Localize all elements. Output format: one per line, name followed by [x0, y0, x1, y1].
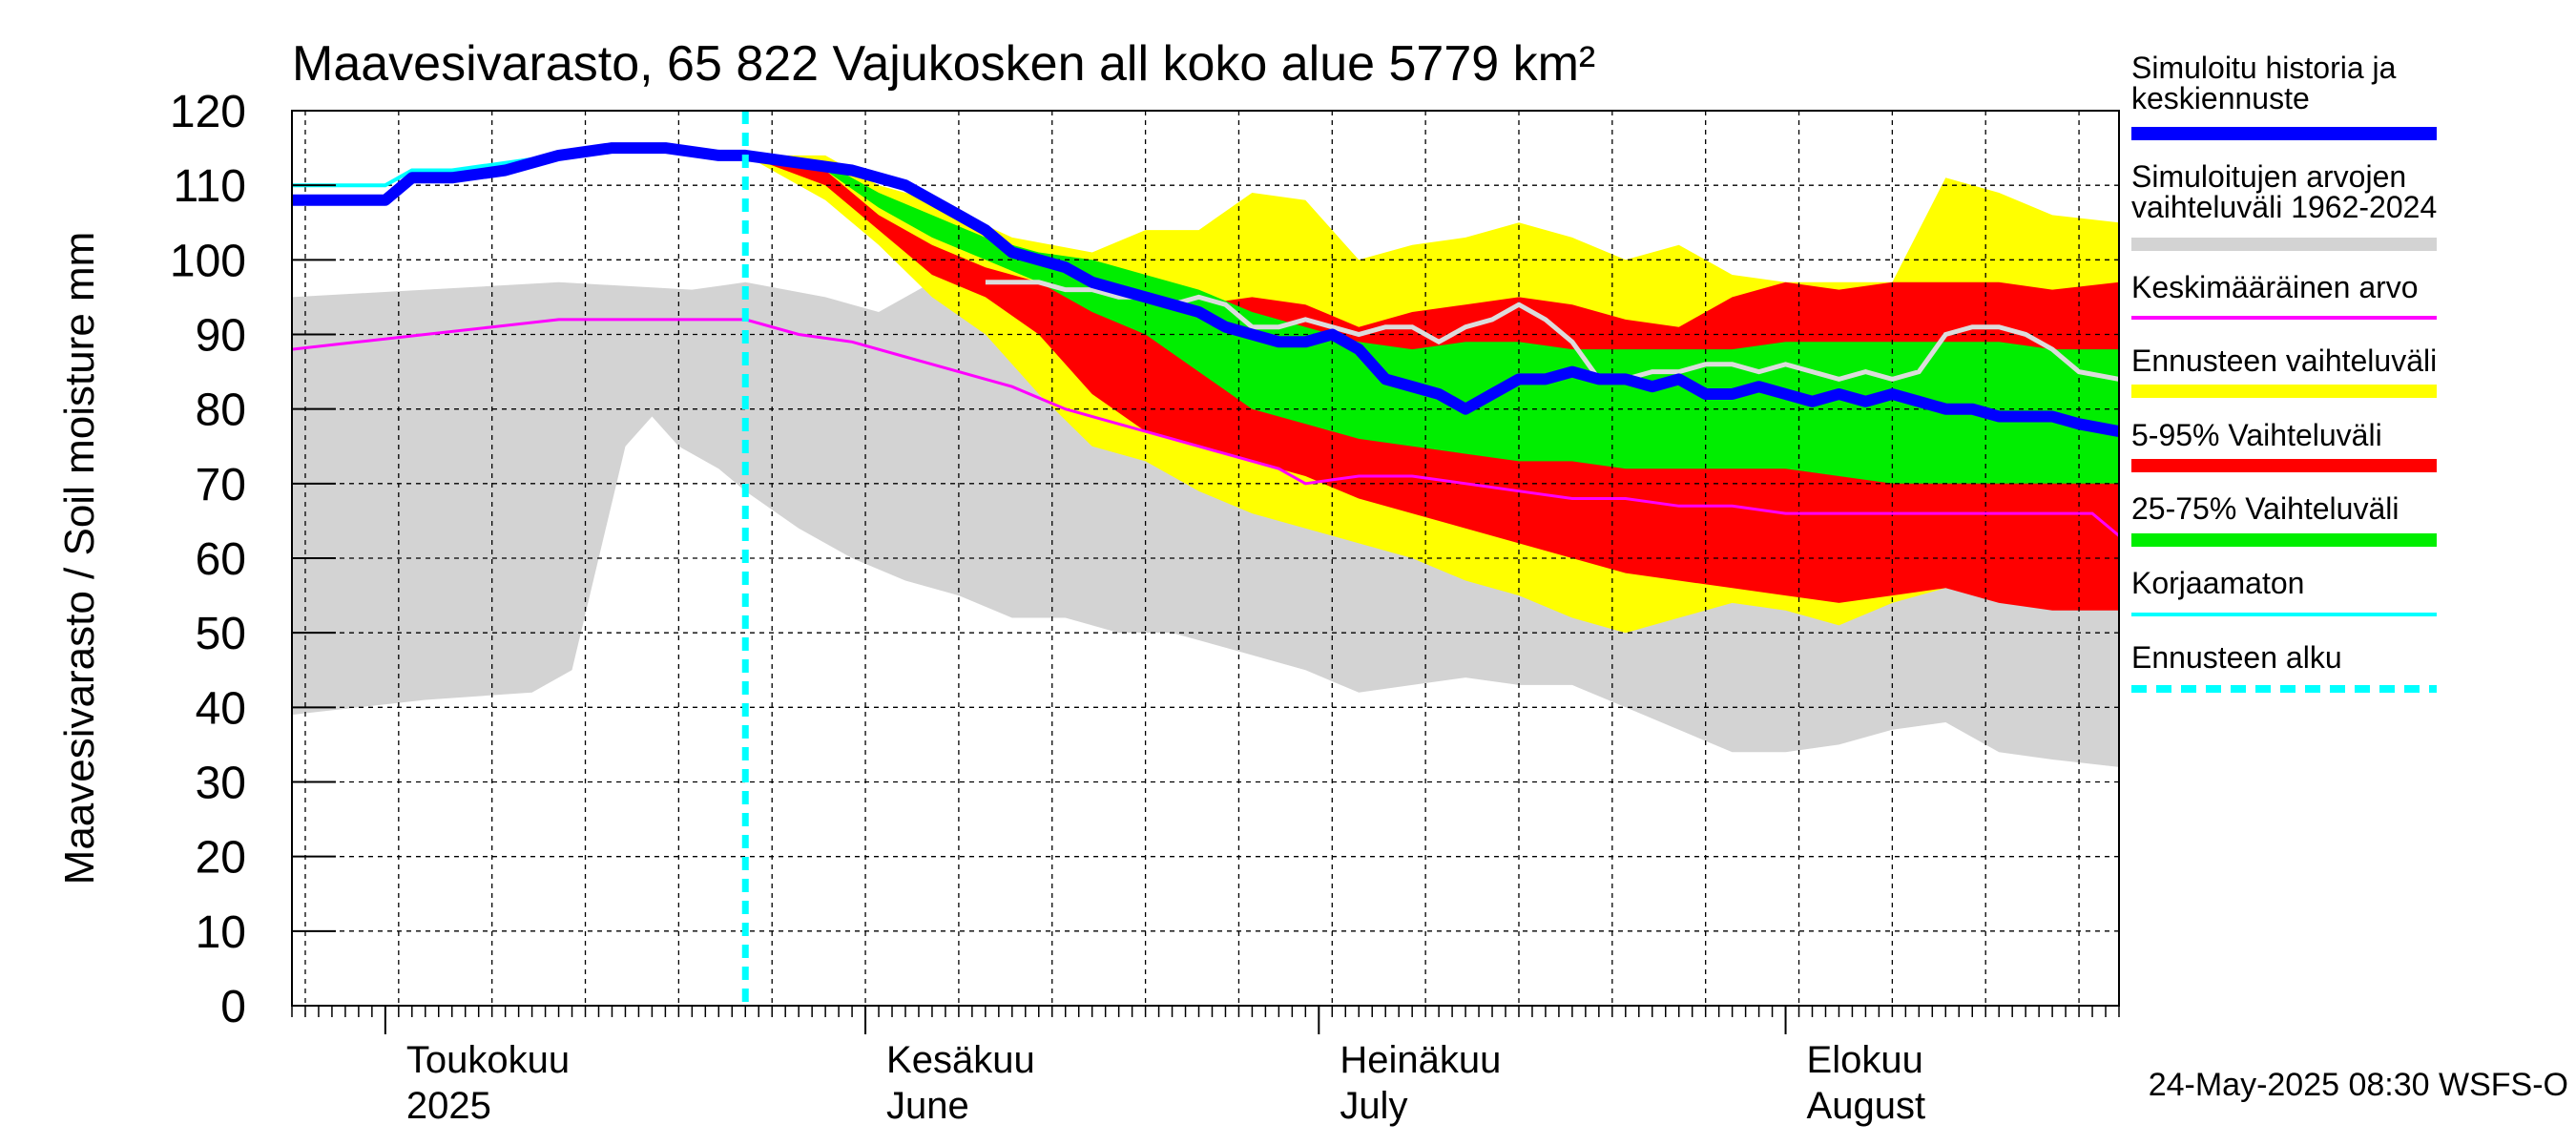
y-tick-label: 30: [196, 759, 246, 809]
y-axis: 0 10 20 30 40 50 60 70 80 90 100 110 120: [170, 87, 336, 1032]
median-forecast-line: [292, 142, 2119, 437]
mean-value-line: [292, 318, 2119, 537]
y-tick-label: 10: [196, 907, 246, 958]
y-tick-label: 110: [173, 161, 246, 212]
legend-label: Ennusteen alku: [2131, 640, 2342, 675]
y-tick-label: 120: [170, 87, 246, 137]
legend-label: Simuloitu historia ja: [2131, 51, 2397, 85]
p25-75-range-band: [745, 155, 2119, 484]
legend-label: 5-95% Vaihteluväli: [2131, 418, 2382, 452]
legend-label: Keskimääräinen arvo: [2131, 270, 2419, 304]
x-month-label-fi: Elokuu: [1807, 1039, 1923, 1081]
legend-label: Simuloitujen arvojen: [2131, 159, 2406, 194]
x-month-label-fi: Toukokuu: [406, 1039, 570, 1081]
x-month-label-en: June: [886, 1085, 969, 1127]
x-month-label-en: August: [1807, 1085, 1926, 1127]
timestamp: 24-May-2025 08:30 WSFS-O: [2149, 1067, 2568, 1103]
legend-label: 25-75% Vaihteluväli: [2131, 491, 2399, 526]
y-axis-label: Maavesivarasto / Soil moisture mm: [56, 232, 103, 885]
y-tick-label: 20: [196, 833, 246, 884]
y-tick-label: 90: [196, 311, 246, 362]
y-tick-label: 40: [196, 683, 246, 734]
y-tick-label: 60: [196, 534, 246, 585]
y-tick-label: 50: [196, 609, 246, 659]
legend-label: keskiennuste: [2131, 81, 2310, 115]
y-tick-label: 100: [170, 236, 246, 286]
legend-label: Ennusteen vaihteluväli: [2131, 344, 2437, 378]
y-tick-label: 70: [196, 460, 246, 510]
legend-label: Korjaamaton: [2131, 566, 2304, 600]
x-month-label-fi: Heinäkuu: [1340, 1039, 1501, 1081]
x-month-label-en: July: [1340, 1085, 1407, 1127]
gridlines: [292, 111, 2119, 1006]
x-month-label-fi: Kesäkuu: [886, 1039, 1035, 1081]
y-tick-label: 80: [196, 385, 246, 436]
legend-label: vaihteluväli 1962-2024: [2131, 190, 2437, 224]
y-tick-label: 0: [220, 982, 246, 1032]
chart-title: Maavesivarasto, 65 822 Vajukosken all ko…: [292, 36, 1595, 92]
x-month-label-en: 2025: [406, 1085, 491, 1127]
historical-trace-line: [985, 280, 2119, 382]
